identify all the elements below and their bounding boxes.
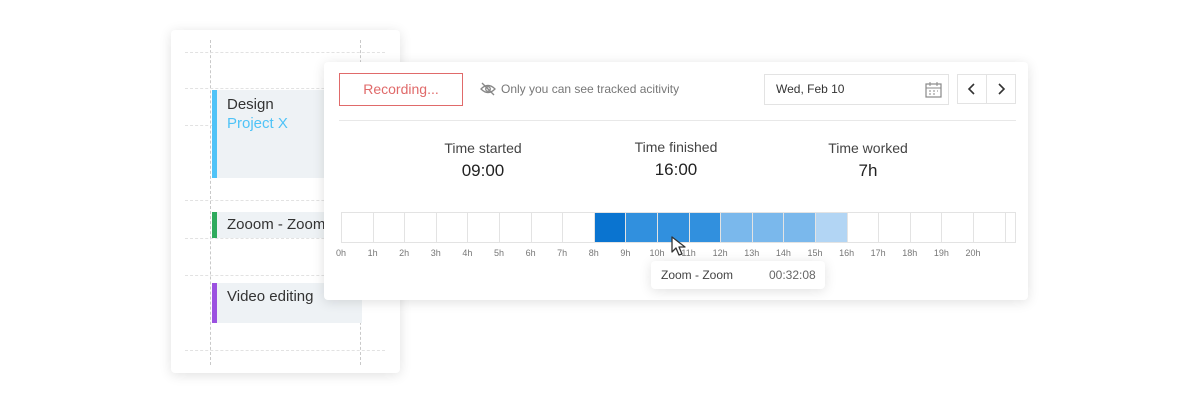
hour-label: 19h	[933, 248, 949, 258]
hour-label: 12h	[712, 248, 728, 258]
hour-label: 17h	[870, 248, 886, 258]
tooltip: Zoom - Zoom 00:32:08	[651, 261, 825, 289]
task-title: Video editing	[227, 288, 314, 305]
hour-label: 14h	[775, 248, 791, 258]
timeline-cell[interactable]	[689, 213, 722, 242]
hour-label: 1h	[367, 248, 378, 258]
next-button[interactable]	[986, 74, 1016, 104]
guide-line	[185, 52, 385, 53]
stat-value: 7h	[858, 161, 878, 180]
stat-value: 09:00	[461, 161, 505, 180]
task-block[interactable]: Video editing	[212, 283, 362, 323]
timeline-cell[interactable]	[594, 213, 627, 242]
hour-label: 7h	[557, 248, 568, 258]
prev-button[interactable]	[957, 74, 987, 104]
date-text: Wed, Feb 10	[776, 82, 845, 96]
stat-label: Time started	[444, 140, 522, 156]
hour-label: 13h	[744, 248, 760, 258]
time-tracking-card: Recording... Only you can see tracked ac…	[324, 62, 1028, 300]
guide-line	[185, 88, 385, 89]
hour-label: 4h	[462, 248, 473, 258]
mouse-cursor	[671, 236, 686, 256]
timeline-cell[interactable]	[626, 213, 658, 242]
stat-label: Time finished	[634, 139, 718, 155]
hour-label: 5h	[493, 248, 504, 258]
tooltip-name: Zoom - Zoom	[661, 268, 734, 282]
guide-line	[185, 350, 385, 351]
stat-value: 16:00	[654, 160, 698, 179]
tooltip-duration: 00:32:08	[769, 268, 816, 282]
privacy-note: Only you can see tracked acitivity	[501, 82, 680, 96]
timeline	[341, 212, 1016, 243]
hour-label: 9h	[620, 248, 631, 258]
timeline-cell[interactable]	[436, 213, 469, 242]
guide-line	[185, 238, 385, 239]
timeline-cell[interactable]	[658, 213, 690, 242]
timeline-cell[interactable]	[563, 213, 595, 242]
timeline-cell[interactable]	[721, 213, 753, 242]
timeline-cell[interactable]	[752, 213, 785, 242]
timeline-cell[interactable]	[500, 213, 532, 242]
timeline-cell[interactable]	[405, 213, 437, 242]
hour-label: 20h	[965, 248, 981, 258]
timeline-cell[interactable]	[468, 213, 500, 242]
stat-label: Time worked	[828, 140, 908, 156]
timeline-cell[interactable]	[816, 213, 848, 242]
hour-label: 11h	[681, 248, 696, 258]
timeline-cell[interactable]	[373, 213, 406, 242]
calendar-icon	[925, 82, 942, 98]
timeline-cell[interactable]	[974, 213, 1006, 242]
timeline-cell[interactable]	[784, 213, 816, 242]
hour-label: 10h	[649, 248, 665, 258]
recording-button[interactable]: Recording...	[339, 73, 463, 106]
timeline-cell[interactable]	[531, 213, 564, 242]
guide-line	[185, 200, 385, 201]
hour-label: 3h	[430, 248, 441, 258]
timeline-cell[interactable]	[847, 213, 880, 242]
separator	[339, 120, 1016, 121]
task-title: Zooom - Zoom	[227, 216, 326, 233]
task-title: Design	[227, 96, 274, 113]
timeline-cell[interactable]	[910, 213, 943, 242]
hour-label: 18h	[902, 248, 918, 258]
timeline-cell[interactable]	[342, 213, 374, 242]
hour-label: 16h	[839, 248, 855, 258]
hour-label: 0h	[335, 248, 346, 258]
prev-arrow	[967, 83, 975, 95]
next-arrow	[998, 83, 1006, 95]
date-nav	[957, 74, 1016, 104]
guide-line	[185, 275, 385, 276]
eye-off-icon	[480, 82, 496, 96]
task-project: Project X	[227, 115, 288, 132]
timeline-cell[interactable]	[942, 213, 974, 242]
date-picker[interactable]: Wed, Feb 10	[764, 74, 949, 105]
timeline-cell[interactable]	[879, 213, 911, 242]
hour-label: 8h	[588, 248, 599, 258]
hour-label: 15h	[807, 248, 823, 258]
hour-label: 2h	[399, 248, 410, 258]
guide-line	[210, 40, 211, 365]
hour-label: 6h	[525, 248, 536, 258]
